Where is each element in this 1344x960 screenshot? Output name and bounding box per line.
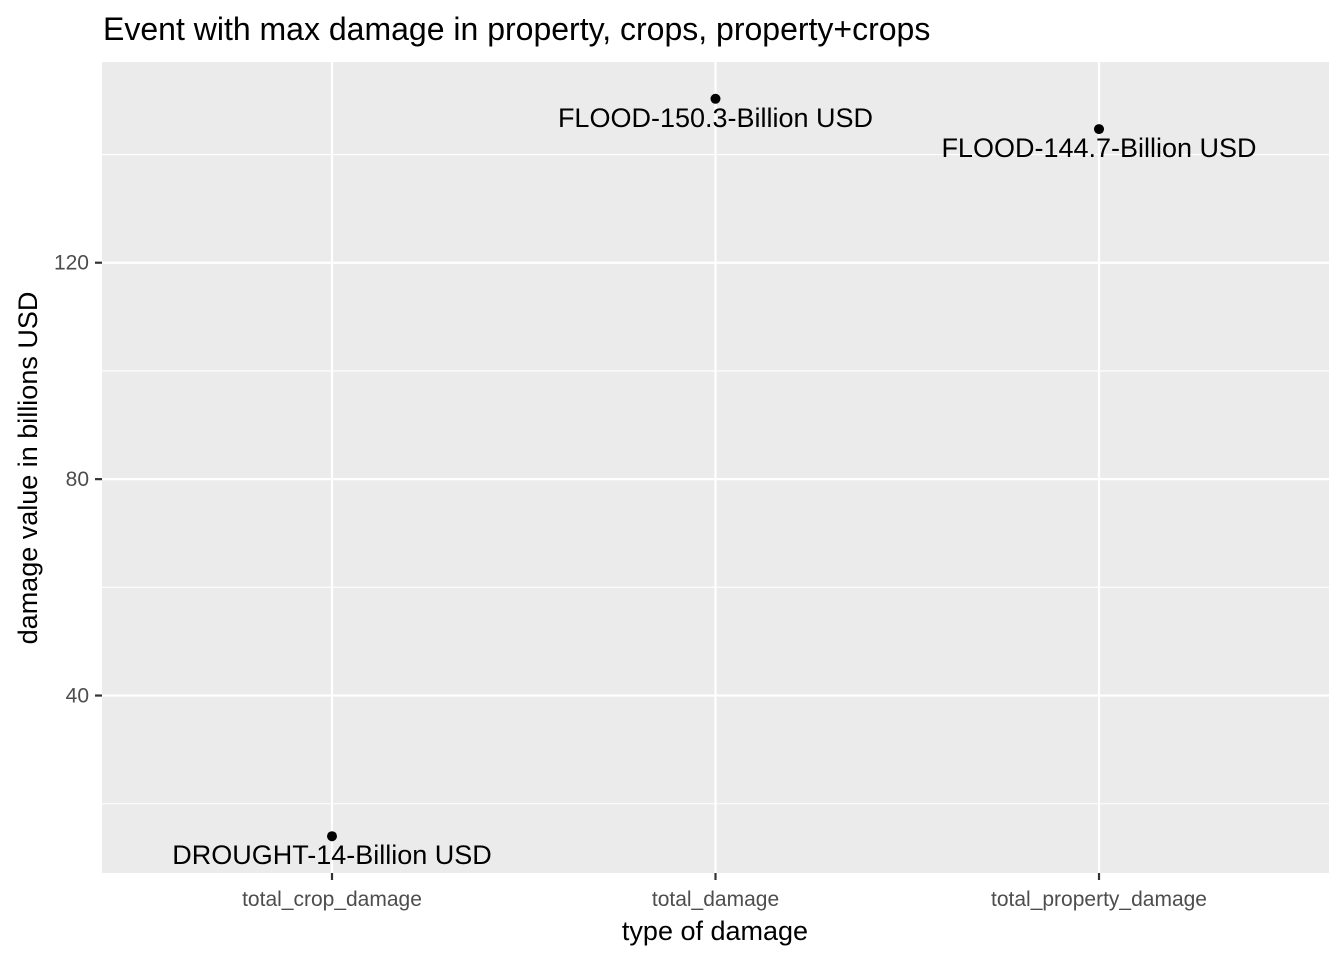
y-axis-title: damage value in billions USD	[13, 292, 43, 645]
x-tick-label: total_crop_damage	[242, 888, 422, 911]
data-label: DROUGHT-14-Billion USD	[172, 840, 492, 870]
y-tick-label: 80	[66, 468, 89, 491]
data-label: FLOOD-150.3-Billion USD	[558, 103, 873, 133]
y-tick-label: 40	[66, 685, 89, 708]
data-point	[1094, 124, 1104, 135]
chart-title: Event with max damage in property, crops…	[103, 11, 930, 47]
data-point	[710, 93, 721, 104]
x-axis-title: type of damage	[622, 916, 808, 946]
data-points	[327, 93, 1104, 842]
x-tick-label: total_property_damage	[991, 888, 1207, 911]
major-gridlines	[102, 62, 1329, 873]
data-point	[327, 831, 337, 842]
data-label: FLOOD-144.7-Billion USD	[941, 133, 1256, 163]
tick-labels: 40 80 120 total_crop_damage total_damage tota…	[54, 252, 1207, 911]
y-tick-label: 120	[54, 252, 89, 275]
axis-ticks	[95, 261, 1101, 880]
x-tick-label: total_damage	[652, 888, 779, 911]
data-labels: DROUGHT-14-Billion USD FLOOD-150.3-Billio…	[172, 103, 1256, 870]
